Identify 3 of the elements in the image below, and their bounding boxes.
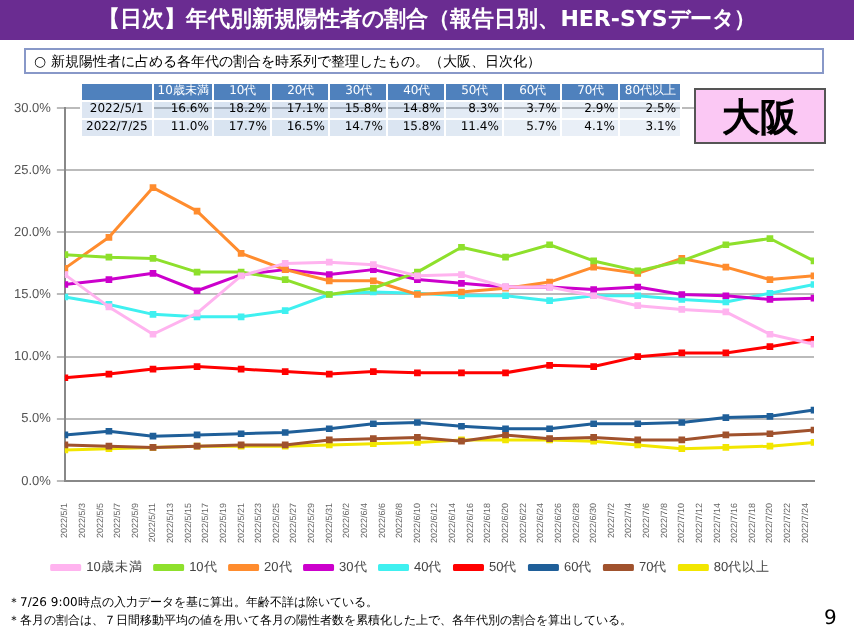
text: 9 [824,608,837,630]
chart-title: 【日次】年代別新規陽性者の割合（報告日別、HER-SYSデータ） [0,0,854,40]
annotation: 大阪 [694,88,826,144]
